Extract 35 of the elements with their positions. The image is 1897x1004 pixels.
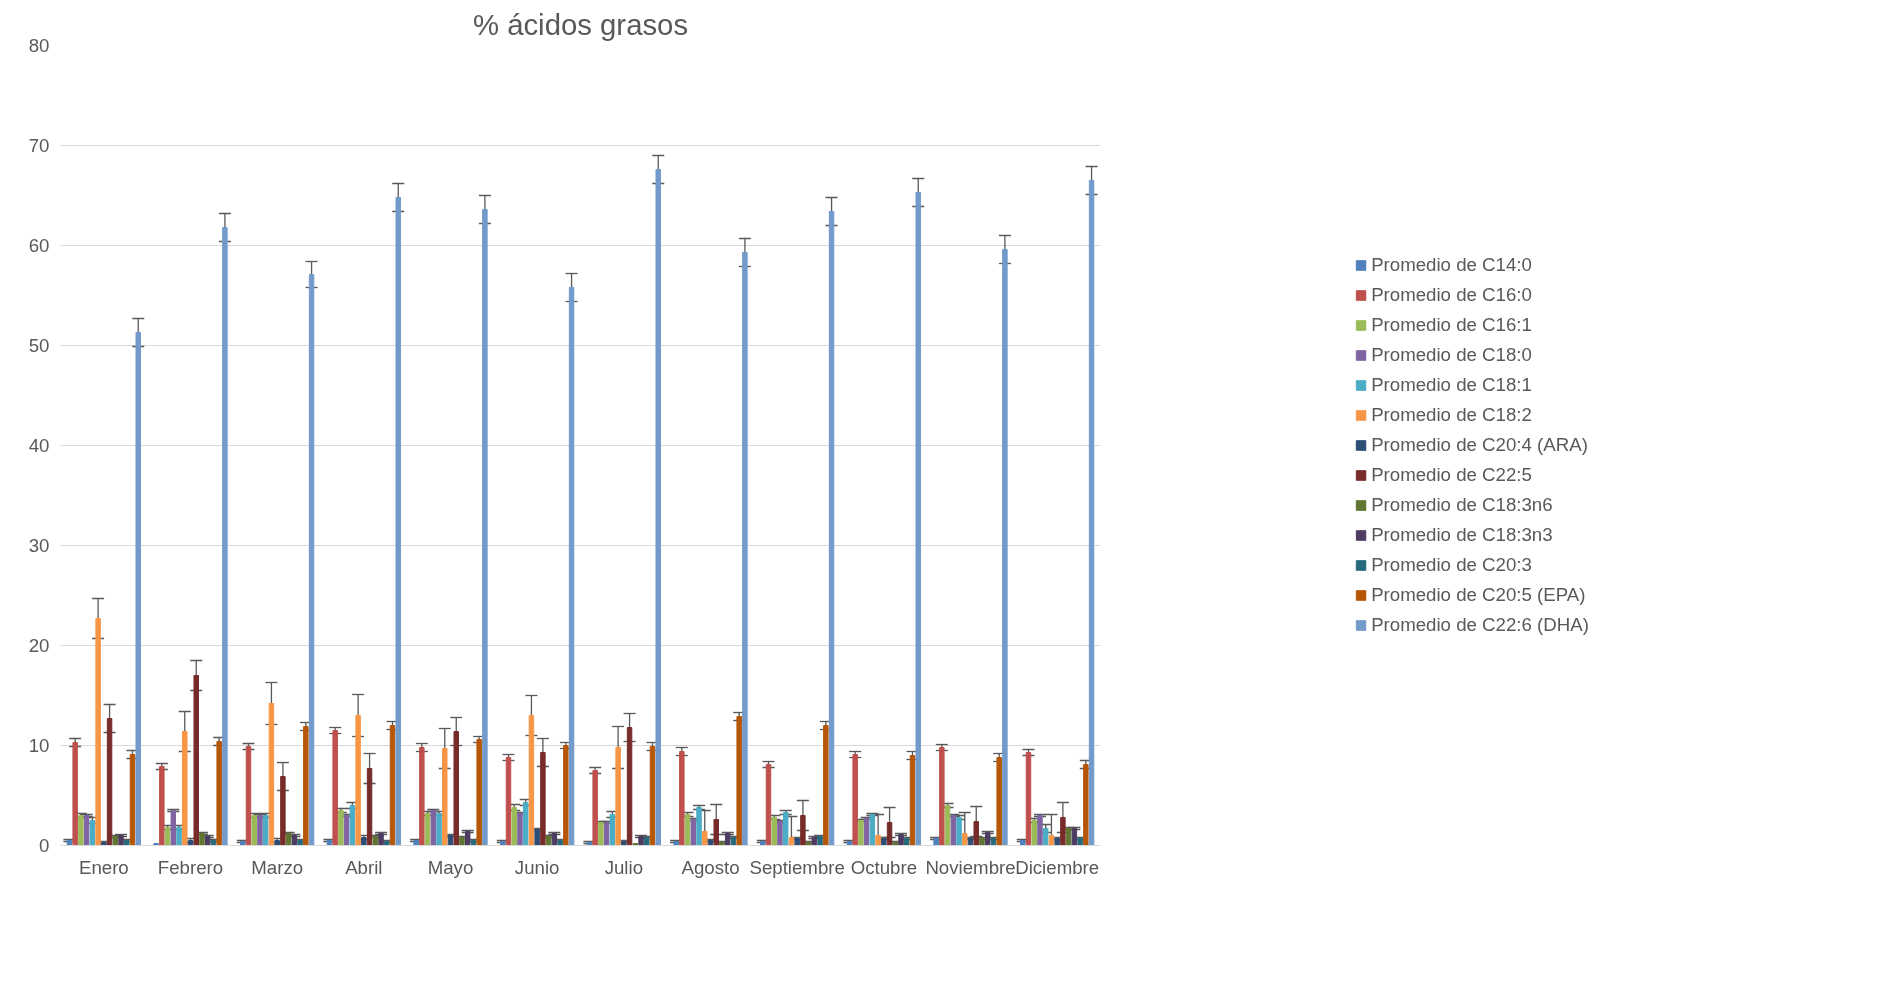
- legend-label: Promedio de C16:1: [1371, 314, 1532, 336]
- legend-label: Promedio de C16:0: [1371, 284, 1532, 306]
- x-tick-label: Enero: [78, 856, 129, 878]
- legend-label: Promedio de C18:3n3: [1371, 524, 1553, 546]
- legend-label: Promedio de C18:3n6: [1371, 494, 1553, 516]
- legend-label: Promedio de C20:3: [1371, 554, 1532, 576]
- legend-label: Promedio de C20:5 (EPA): [1371, 584, 1586, 606]
- x-tick-label: Diciembre: [1015, 856, 1100, 878]
- y-tick-label: 30: [28, 535, 50, 556]
- y-tick-label: 60: [28, 235, 50, 256]
- y-tick-label: 20: [28, 635, 50, 656]
- legend-label: Promedio de C22:5: [1371, 464, 1532, 486]
- y-tick-label: 70: [28, 135, 50, 156]
- y-tick-label: 40: [28, 435, 50, 456]
- legend-label: Promedio de C14:0: [1371, 254, 1532, 276]
- y-tick-label: 80: [28, 35, 50, 56]
- x-tick-label: Febrero: [157, 856, 224, 878]
- legend-label: Promedio de C20:4 (ARA): [1371, 434, 1588, 456]
- x-tick-label: Agosto: [681, 856, 740, 878]
- legend-label: Promedio de C18:2: [1371, 404, 1532, 426]
- x-tick-label: Octubre: [850, 856, 918, 878]
- chart-title: % ácidos grasos: [472, 7, 689, 41]
- x-tick-label: Abril: [345, 856, 383, 878]
- y-tick-label: 50: [28, 335, 50, 356]
- legend-label: Promedio de C18:0: [1371, 344, 1532, 366]
- x-tick-label: Julio: [604, 856, 644, 878]
- x-tick-label: Junio: [514, 856, 560, 878]
- legend-label: Promedio de C22:6 (DHA): [1371, 614, 1589, 636]
- x-tick-label: Septiembre: [749, 856, 845, 878]
- x-tick-label: Mayo: [427, 856, 474, 878]
- legend-label: Promedio de C18:1: [1371, 374, 1532, 396]
- x-tick-label: Marzo: [251, 856, 304, 878]
- y-tick-label: 10: [28, 735, 50, 756]
- x-tick-label: Noviembre: [925, 856, 1016, 878]
- y-tick-label: 0: [39, 835, 50, 856]
